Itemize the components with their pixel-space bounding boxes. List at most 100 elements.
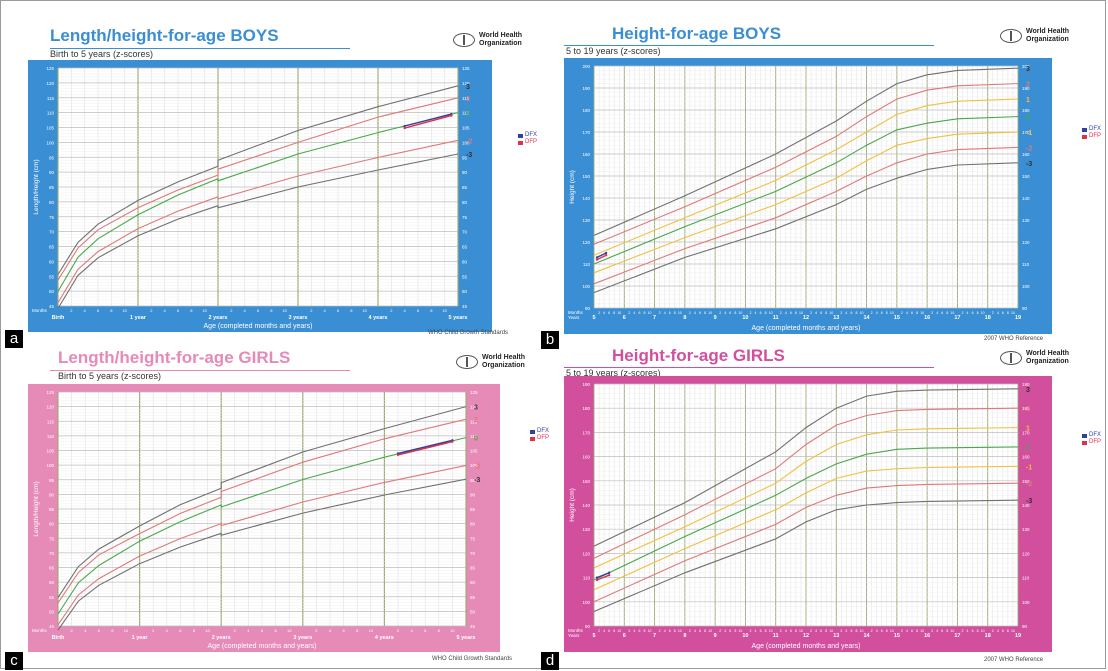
x-month-tick-label: 4	[936, 629, 938, 633]
y-tick-label-right: 170	[1022, 130, 1030, 135]
who-logo: World Health Organization	[1000, 28, 1076, 44]
x-month-tick-label: 6	[972, 629, 974, 633]
x-year-tick-label: 4 years	[369, 315, 388, 321]
legend-item-dfp: DFP	[1082, 133, 1101, 140]
y-tick-label-left: 110	[583, 262, 591, 267]
y-tick-label-left: 110	[47, 111, 55, 116]
x-month-tick-label: 8	[438, 628, 441, 633]
x-month-tick-label: 4	[329, 628, 332, 633]
x-year-tick-label: 8	[683, 315, 686, 321]
x-month-tick-label: 8	[704, 311, 706, 315]
chart-title: Length/height-for-age BOYS	[50, 28, 279, 45]
x-month-tick-label: 2	[810, 629, 812, 633]
y-tick-label-left: 75	[49, 536, 55, 541]
y-tick-label-left: 140	[582, 196, 590, 201]
x-year-tick-label: 8	[683, 633, 686, 639]
x-month-tick-label: 2	[871, 311, 873, 315]
x-month-tick-label: 4	[664, 311, 666, 315]
y-tick-label-right: 90	[1022, 624, 1028, 629]
panel-d-girls-5-19: Height-for-age GIRLS 5 to 19 years (z-sc…	[564, 346, 1084, 666]
patient-line-dfx	[596, 252, 607, 259]
panel-letter-a: a	[5, 330, 23, 348]
x-year-tick-label: 1 year	[130, 315, 147, 321]
chart-title: Height-for-age BOYS	[612, 24, 782, 43]
zscore-curve	[593, 482, 1019, 603]
who-org-name: World Health Organization	[1026, 350, 1070, 365]
x-year-tick-label: 2 years	[212, 635, 231, 641]
y-tick-label-right: 90	[470, 492, 476, 497]
y-tick-label-left: 110	[47, 434, 55, 439]
x-axis-label: Age (completed months and years)	[204, 323, 313, 330]
y-tick-label-right: 115	[462, 96, 470, 101]
zscore-label: 0	[1026, 445, 1030, 452]
y-tick-label-left: 80	[49, 522, 55, 527]
patient-point	[607, 571, 611, 574]
zscore-label: -2	[1026, 145, 1032, 152]
x-month-tick-label: 6	[760, 311, 762, 315]
x-month-tick-label: 4	[845, 311, 847, 315]
y-tick-label-left: 50	[49, 289, 55, 294]
who-org-name: World Health Organization	[482, 354, 526, 369]
x-month-tick-label: 4	[84, 628, 87, 633]
x-year-tick-label: 14	[864, 633, 871, 639]
x-month-tick-label: 4	[84, 308, 87, 313]
x-months-label: Months	[568, 310, 584, 315]
y-axis-label: Height (cm)	[569, 488, 576, 522]
x-year-tick-label: 16	[924, 315, 930, 321]
y-tick-label-left: 190	[582, 86, 590, 91]
zscore-label: 1	[1026, 97, 1030, 104]
zscore-label: 0	[466, 111, 470, 118]
zscore-curve	[57, 153, 459, 309]
zscore-label: 1	[1026, 426, 1030, 433]
x-month-tick-label: 4	[876, 311, 878, 315]
y-tick-label-left: 80	[49, 200, 55, 205]
x-month-tick-label: 8	[704, 629, 706, 633]
y-tick-label-left: 45	[49, 304, 55, 309]
x-month-tick-label: 10	[708, 629, 712, 633]
patient-point	[607, 573, 611, 577]
x-month-tick-label: 8	[274, 628, 277, 633]
y-tick-label-right: 75	[462, 215, 468, 220]
title-underline	[564, 367, 934, 368]
x-month-tick-label: 2	[628, 311, 630, 315]
x-month-tick-label: 8	[270, 308, 273, 313]
zscore-curve	[593, 427, 1019, 569]
panel-a-boys-0-5: Length/height-for-age BOYS Birth to 5 ye…	[28, 28, 536, 340]
zscore-curve	[593, 67, 1019, 236]
y-tick-label-right: 100	[462, 140, 470, 145]
zscore-label: -2	[466, 138, 472, 145]
x-year-tick-label: 5	[592, 315, 595, 321]
x-year-tick-label: 6	[623, 315, 626, 321]
y-tick-label-right: 100	[1022, 284, 1030, 289]
y-tick-label-right: 120	[462, 81, 470, 86]
y-tick-label-right: 130	[1022, 527, 1030, 532]
x-month-tick-label: 10	[122, 308, 127, 313]
zscore-curve	[57, 478, 467, 631]
x-month-tick-label: 2	[749, 311, 751, 315]
who-logo: World Health Organization	[456, 354, 532, 370]
zscore-label: 0	[1026, 115, 1030, 122]
x-month-tick-label: 8	[946, 629, 948, 633]
y-tick-label-left: 100	[46, 463, 54, 468]
chart-footnote: 2007 WHO Reference	[984, 657, 1044, 663]
x-month-tick-label: 10	[442, 308, 447, 313]
x-month-tick-label: 10	[769, 311, 773, 315]
y-tick-label-right: 140	[1022, 196, 1030, 201]
y-tick-label-right: 180	[1022, 108, 1030, 113]
x-year-tick-label: 10	[742, 315, 748, 321]
y-tick-label-left: 160	[582, 152, 590, 157]
x-month-tick-label: 10	[678, 311, 682, 315]
x-month-tick-label: 10	[708, 311, 712, 315]
x-month-tick-label: 4	[633, 629, 635, 633]
y-tick-label-left: 125	[46, 66, 54, 71]
zscore-curve	[57, 85, 459, 275]
x-month-tick-label: 8	[350, 308, 353, 313]
x-years-label: Years	[568, 315, 580, 320]
y-tick-label-right: 150	[1022, 174, 1030, 179]
x-month-tick-label: 6	[608, 629, 610, 633]
x-month-tick-label: 4	[967, 311, 969, 315]
y-tick-label-left: 100	[582, 600, 590, 605]
chart-title: Length/height-for-age GIRLS	[58, 350, 291, 367]
